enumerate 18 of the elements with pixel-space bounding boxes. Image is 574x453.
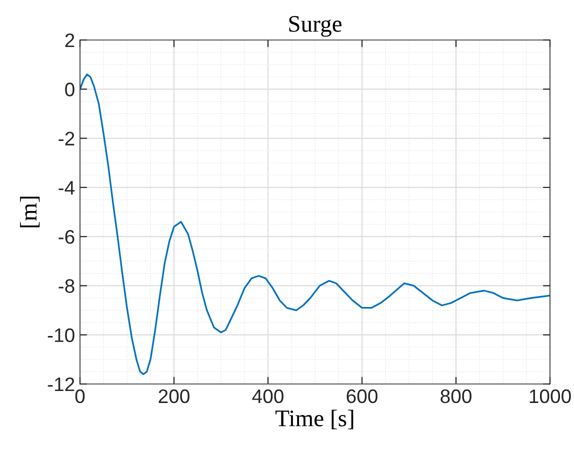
- chart-title: Surge: [289, 16, 342, 37]
- x-tick-label: 800: [440, 389, 472, 404]
- y-tick-label: -10: [48, 328, 74, 342]
- y-tick-label: -12: [48, 377, 74, 392]
- y-tick-label: -2: [58, 132, 74, 146]
- y-tick-label: -4: [58, 181, 75, 194]
- y-tick-label: 0: [65, 82, 74, 96]
- x-tick-label: 400: [252, 389, 284, 404]
- y-tick-label: -8: [58, 279, 74, 293]
- x-tick-label: 0: [75, 389, 85, 404]
- y-tick-label: 2: [65, 33, 74, 48]
- x-tick-label: 200: [158, 389, 190, 404]
- y-tick-label: -6: [58, 230, 74, 244]
- y-axis-title: [m]: [20, 196, 40, 228]
- x-tick-label: 1000: [530, 389, 571, 404]
- line-series: [80, 74, 550, 376]
- x-axis-title: Time [s]: [276, 410, 354, 430]
- x-tick-label: 600: [346, 389, 378, 404]
